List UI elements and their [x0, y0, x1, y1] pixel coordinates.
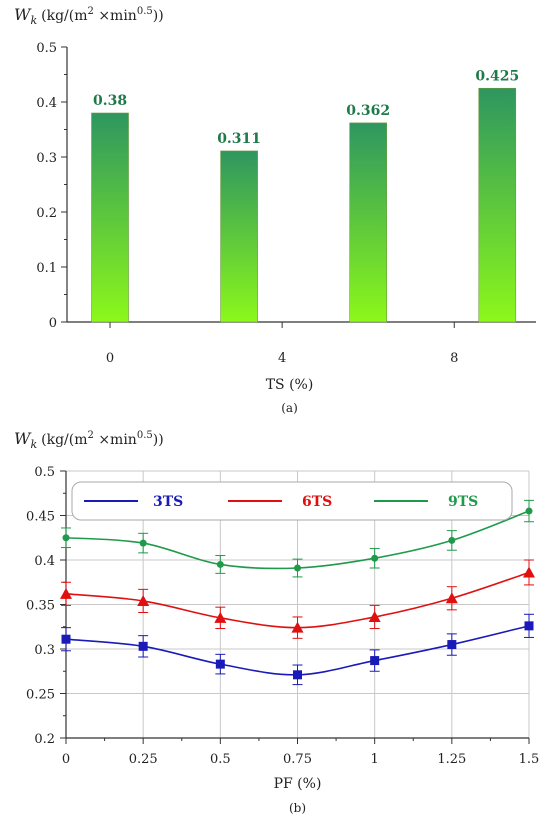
y-label-mid: ×min — [94, 432, 137, 448]
data-label: 0.425 — [475, 68, 519, 84]
subcaption: (a) — [281, 401, 298, 415]
y-tick-label: 0.1 — [36, 261, 57, 276]
y-tick-label: 0.35 — [26, 599, 55, 614]
chart-b: Wk (kg/(m2 ×min0.5))0.20.250.30.350.40.45… — [14, 429, 540, 815]
x-axis-label: TS (%) — [266, 377, 314, 393]
data-point — [216, 560, 224, 568]
data-label: 0.362 — [346, 103, 390, 119]
y-label-mid: ×min — [94, 8, 137, 24]
chart-a: Wk (kg/(m2 ×min0.5))00.10.20.30.40.50 4 80.… — [14, 5, 536, 415]
y-tick-label: 0.3 — [34, 643, 55, 658]
x-tick-label: 1.25 — [437, 752, 466, 767]
x-tick-label: 0.75 — [283, 752, 312, 767]
y-tick-label: 0.25 — [26, 688, 55, 703]
data-point — [214, 611, 227, 623]
data-point — [137, 594, 150, 606]
bar — [220, 150, 258, 323]
y-tick-label: 0.2 — [34, 732, 55, 747]
y-tick-label: 0.45 — [26, 510, 55, 525]
data-point — [371, 554, 379, 562]
x-tick-label: 1.5 — [519, 752, 540, 767]
y-label-symbol: W — [14, 5, 32, 24]
data-point — [448, 536, 456, 544]
legend-box — [71, 481, 513, 521]
y-tick-label: 0.5 — [34, 465, 55, 480]
bar — [478, 87, 517, 323]
y-label-subscript: k — [30, 438, 37, 451]
x-tick-label: 0.5 — [210, 752, 231, 767]
data-point — [293, 670, 302, 680]
data-label: 0.38 — [93, 93, 127, 109]
x-tick-label: 0.25 — [129, 752, 158, 767]
y-tick-label: 0.5 — [36, 41, 57, 56]
y-label-exponent: 0.5 — [137, 6, 153, 17]
x-tick-label: 1 — [371, 752, 379, 767]
data-point — [294, 564, 301, 572]
data-point — [524, 621, 534, 631]
y-label-symbol: W — [14, 429, 32, 448]
y-label-unit: (kg/(m — [41, 8, 87, 24]
y-label-end: )) — [153, 8, 164, 24]
y-label-exponent: 0.5 — [137, 430, 153, 441]
y-tick-label: 0.4 — [34, 554, 55, 569]
legend-label-9TS: 9TS — [448, 494, 478, 510]
data-label: 0.311 — [217, 131, 261, 147]
data-point — [60, 587, 72, 599]
y-tick-label: 0 — [49, 316, 57, 331]
y-label-exponent: 2 — [88, 6, 94, 17]
data-point — [291, 621, 304, 633]
x-tick-label: 0 — [62, 752, 70, 767]
data-point — [138, 641, 148, 651]
data-point — [523, 566, 535, 578]
y-axis-label: Wk (kg/(m2 ×min0.5)) — [14, 429, 164, 451]
y-axis-label: Wk (kg/(m2 ×min0.5)) — [14, 5, 164, 27]
y-tick-label: 0.3 — [36, 151, 57, 166]
data-point — [215, 659, 225, 669]
data-point — [139, 539, 147, 547]
y-tick-label: 0.4 — [36, 96, 57, 111]
data-point — [61, 634, 71, 644]
data-point — [445, 592, 458, 604]
y-label-end: )) — [153, 432, 164, 448]
bar — [349, 122, 387, 323]
data-point — [62, 534, 70, 542]
y-label-exponent: 2 — [88, 430, 94, 441]
y-label-subscript: k — [30, 14, 37, 27]
data-point — [447, 640, 457, 650]
data-point — [368, 610, 381, 622]
x-axis-label: PF (%) — [274, 776, 322, 792]
legend-label-6TS: 6TS — [302, 494, 332, 510]
subcaption: (b) — [289, 801, 306, 815]
x-tick-label: 8 — [450, 351, 458, 366]
x-tick-label: 4 — [278, 351, 286, 366]
bar — [91, 112, 129, 323]
data-point — [525, 507, 533, 515]
legend-label-3TS: 3TS — [153, 494, 183, 510]
data-point — [370, 656, 380, 666]
y-label-unit: (kg/(m — [41, 432, 87, 448]
x-tick-label: 0 — [106, 351, 114, 366]
y-tick-label: 0.2 — [36, 206, 57, 221]
